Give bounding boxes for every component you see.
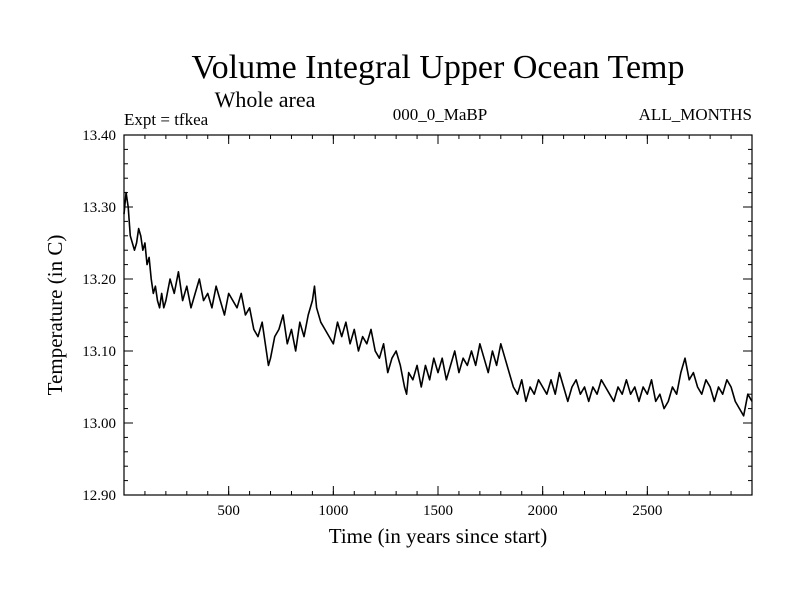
axis-tick-labels: 500 1000 1500 2000 2500 12.90 13.00 13.10 13.20 1…	[82, 128, 662, 519]
months-label: ALL_MONTHS	[639, 105, 752, 124]
y-tick-label: 13.00	[82, 416, 116, 432]
experiment-label: Expt = tfkea	[124, 110, 209, 129]
period-label: 000_0_MaBP	[393, 105, 487, 124]
temperature-series-line	[123, 191, 753, 417]
chart-title: Volume Integral Upper Ocean Temp	[192, 49, 685, 86]
x-tick-label: 1500	[423, 503, 453, 519]
x-tick-label: 500	[217, 503, 240, 519]
y-tick-label: 13.30	[82, 200, 116, 216]
x-tick-label: 2000	[528, 503, 558, 519]
x-tick-label: 2500	[632, 503, 662, 519]
y-tick-label: 13.20	[82, 272, 116, 288]
plot-frame	[123, 134, 753, 496]
y-tick-label: 12.90	[82, 488, 116, 504]
axis-ticks	[124, 134, 752, 496]
x-tick-label: 1000	[318, 503, 348, 519]
x-axis-label: Time (in years since start)	[329, 524, 548, 548]
chart-subtitle: Whole area	[215, 87, 316, 112]
y-tick-label: 13.10	[82, 344, 116, 360]
y-axis-label: Temperature (in C)	[43, 235, 67, 396]
y-tick-label: 13.40	[82, 128, 116, 144]
